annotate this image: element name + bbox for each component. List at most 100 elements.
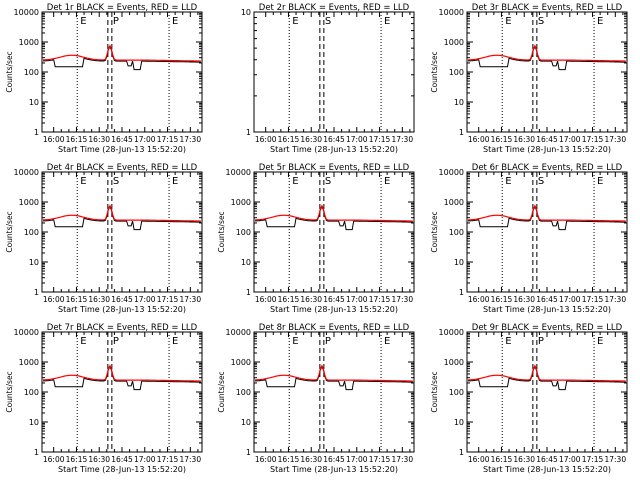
- marker-label: S: [538, 16, 544, 27]
- x-axis-label: Start Time (28-Jun-13 15:52:20): [483, 145, 611, 154]
- marker-label: E: [172, 176, 178, 187]
- y-tick-label: 10: [241, 258, 251, 267]
- x-tick-label: 17:15: [582, 135, 604, 144]
- y-tick-label: 1000: [444, 198, 464, 207]
- panel-title: Det 2r BLACK = Events, RED = LLD: [259, 3, 410, 13]
- y-axis-label: Counts/sec: [430, 211, 439, 252]
- x-tick-label: 16:45: [111, 295, 133, 304]
- x-axis-label: Start Time (28-Jun-13 15:52:20): [270, 465, 398, 474]
- y-tick-label: 1000: [444, 358, 464, 367]
- x-tick-label: 17:00: [134, 295, 156, 304]
- x-axis-label: Start Time (28-Jun-13 15:52:20): [270, 145, 398, 154]
- x-tick-label: 17:30: [179, 295, 201, 304]
- series-events-line: [468, 45, 626, 71]
- x-tick-label: 16:30: [513, 295, 535, 304]
- marker-label: S: [538, 176, 544, 187]
- series-lld-line: [255, 364, 413, 382]
- series-lld-line: [255, 204, 413, 222]
- marker-label: E: [384, 336, 390, 347]
- y-axis-label: Counts/sec: [217, 371, 226, 412]
- y-tick-label: 10: [241, 418, 251, 427]
- y-tick-label: 10000: [14, 328, 39, 337]
- y-tick-label: 10: [454, 98, 464, 107]
- x-tick-label: 16:00: [255, 135, 277, 144]
- y-tick-label: 10000: [439, 328, 464, 337]
- x-tick-label: 17:00: [346, 295, 368, 304]
- y-tick-label: 10000: [439, 168, 464, 177]
- series-events-line: [43, 365, 201, 391]
- x-tick-label: 16:45: [536, 455, 558, 464]
- y-tick-label: 10: [29, 258, 39, 267]
- series-lld-line: [468, 44, 626, 62]
- plot-frame: [253, 331, 415, 453]
- panel-title: Det 6r BLACK = Events, RED = LLD: [472, 163, 623, 173]
- panel-title: Det 9r BLACK = Events, RED = LLD: [472, 323, 623, 333]
- x-tick-label: 16:45: [536, 135, 558, 144]
- x-tick-label: 16:30: [300, 135, 322, 144]
- marker-label: E: [505, 16, 511, 27]
- x-tick-label: 17:15: [582, 295, 604, 304]
- plot-frame: [466, 11, 628, 133]
- x-tick-label: 16:15: [66, 135, 88, 144]
- plot-frame: [466, 331, 628, 453]
- x-axis-label: Start Time (28-Jun-13 15:52:20): [270, 305, 398, 314]
- x-tick-label: 16:00: [255, 295, 277, 304]
- x-axis-label: Start Time (28-Jun-13 15:52:20): [483, 305, 611, 314]
- plot-frame: [41, 331, 203, 453]
- marker-label: E: [384, 176, 390, 187]
- y-tick-label: 1: [34, 128, 39, 137]
- x-tick-label: 17:30: [391, 455, 413, 464]
- y-tick-label: 10: [241, 8, 251, 17]
- panel-det-4: Det 4r BLACK = Events, RED = LLD 1 10 100 10…: [5, 163, 203, 314]
- panel-det-6: Det 6r BLACK = Events, RED = LLD 1 10 100 10…: [430, 163, 628, 314]
- x-tick-label: 17:00: [134, 455, 156, 464]
- y-tick-label: 10000: [439, 8, 464, 17]
- panel-det-9: Det 9r BLACK = Events, RED = LLD 1 10 100 10…: [430, 323, 628, 474]
- y-tick-label: 10: [454, 418, 464, 427]
- marker-label: E: [505, 176, 511, 187]
- marker-label: E: [172, 336, 178, 347]
- y-axis-label: Counts/sec: [5, 51, 14, 92]
- x-tick-label: 16:45: [111, 135, 133, 144]
- y-tick-label: 100: [449, 388, 464, 397]
- y-tick-label: 100: [24, 228, 39, 237]
- panel-title: Det 3r BLACK = Events, RED = LLD: [472, 3, 623, 13]
- panel-det-1: Det 1r BLACK = Events, RED = LLD 1 10 100 10…: [5, 3, 203, 154]
- series-lld-line: [468, 204, 626, 222]
- y-tick-label: 100: [449, 228, 464, 237]
- x-tick-label: 16:00: [43, 135, 65, 144]
- x-tick-label: 17:00: [346, 135, 368, 144]
- plot-frame: [466, 171, 628, 293]
- x-tick-label: 16:00: [43, 295, 65, 304]
- x-tick-label: 16:15: [66, 295, 88, 304]
- y-tick-label: 1: [459, 128, 464, 137]
- panel-det-8: Det 8r BLACK = Events, RED = LLD 1 10 100 10…: [217, 323, 415, 474]
- panel-det-3: Det 3r BLACK = Events, RED = LLD 1 10 100 10…: [430, 3, 628, 154]
- x-tick-label: 17:15: [369, 135, 391, 144]
- x-tick-label: 16:15: [491, 135, 513, 144]
- x-axis-label: Start Time (28-Jun-13 15:52:20): [58, 305, 186, 314]
- y-tick-label: 100: [236, 388, 251, 397]
- x-tick-label: 16:45: [323, 135, 345, 144]
- y-tick-label: 1000: [231, 358, 251, 367]
- x-tick-label: 16:45: [323, 295, 345, 304]
- marker-label: S: [325, 176, 331, 187]
- x-tick-label: 17:15: [369, 295, 391, 304]
- y-tick-label: 1: [459, 288, 464, 297]
- x-tick-label: 17:30: [604, 295, 626, 304]
- marker-label: E: [292, 336, 298, 347]
- x-axis-label: Start Time (28-Jun-13 15:52:20): [483, 465, 611, 474]
- x-tick-label: 16:15: [278, 455, 300, 464]
- x-tick-label: 16:45: [536, 295, 558, 304]
- panel-title: Det 4r BLACK = Events, RED = LLD: [47, 163, 198, 173]
- marker-label: S: [113, 176, 119, 187]
- x-tick-label: 17:00: [559, 295, 581, 304]
- y-tick-label: 100: [24, 388, 39, 397]
- x-axis-label: Start Time (28-Jun-13 15:52:20): [58, 465, 186, 474]
- x-tick-label: 17:15: [157, 455, 179, 464]
- x-tick-label: 16:15: [278, 135, 300, 144]
- marker-label: E: [597, 176, 603, 187]
- x-tick-label: 17:15: [157, 295, 179, 304]
- marker-label: E: [597, 336, 603, 347]
